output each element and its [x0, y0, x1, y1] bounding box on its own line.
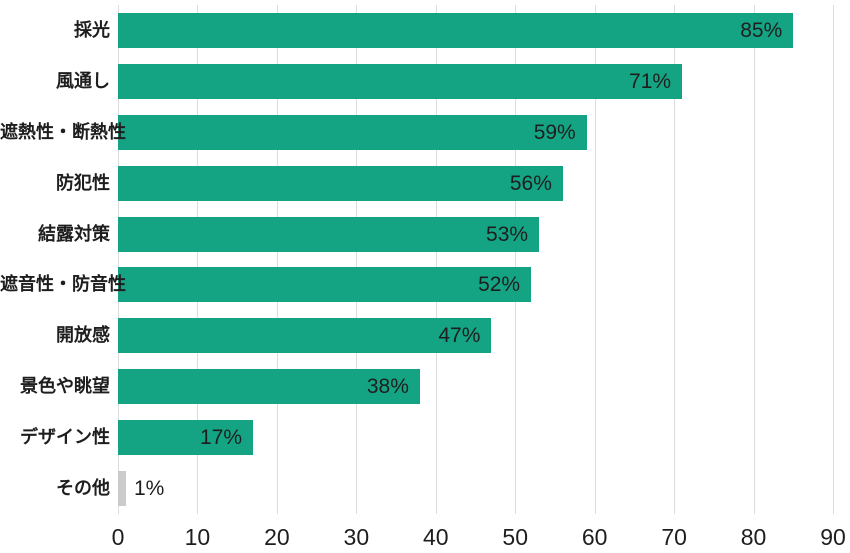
- bar-value-label: 17%: [200, 426, 243, 450]
- bar-9: [118, 420, 254, 456]
- x-axis-tick-label: 0: [111, 524, 125, 550]
- category-label: 防犯性: [56, 172, 110, 193]
- x-axis-tick-label: 50: [502, 524, 529, 550]
- gridline: [276, 5, 278, 514]
- category-label: 風通し: [56, 70, 110, 91]
- bar-4: [118, 165, 563, 201]
- bar-value-label: 38%: [366, 375, 409, 399]
- x-axis-tick-label: 60: [581, 524, 608, 550]
- bar-5: [118, 216, 540, 252]
- gridline: [515, 5, 517, 514]
- bar-value-label: 59%: [533, 120, 576, 144]
- bar-value-label: 53%: [486, 222, 529, 246]
- bar-1: [118, 12, 794, 48]
- category-label: 開放感: [56, 325, 110, 346]
- gridline: [674, 5, 676, 514]
- bar-value-label: 47%: [438, 324, 481, 348]
- gridline: [753, 5, 755, 514]
- category-label: その他: [56, 478, 110, 499]
- bar-10: [118, 471, 126, 507]
- bar-value-label: 85%: [740, 18, 783, 42]
- gridline: [118, 5, 119, 514]
- x-axis-tick-label: 20: [264, 524, 290, 550]
- category-label: 遮音性・防音性: [0, 274, 126, 295]
- category-label: 採光: [74, 19, 110, 40]
- gridline: [435, 5, 437, 514]
- bar-6: [118, 267, 532, 303]
- x-axis-tick-label: 70: [661, 524, 687, 550]
- category-label: 遮熱性・断熱性: [0, 121, 126, 142]
- x-axis-tick-label: 40: [422, 524, 449, 550]
- bar-7: [118, 318, 492, 354]
- x-axis-tick-label: 10: [184, 524, 211, 550]
- bar-8: [118, 369, 420, 405]
- x-axis-tick-label: 30: [343, 524, 370, 550]
- gridline: [833, 5, 834, 514]
- bar-value-label: 1%: [133, 477, 165, 501]
- bar-value-label: 52%: [478, 273, 521, 297]
- bar-3: [118, 114, 587, 150]
- category-label: 結露対策: [38, 223, 110, 244]
- bar-value-label: 71%: [629, 69, 672, 93]
- bar-2: [118, 63, 683, 99]
- x-axis-tick-label: 90: [820, 524, 846, 550]
- gridline: [356, 5, 358, 514]
- bar-value-label: 56%: [509, 171, 552, 195]
- gridline: [197, 5, 199, 514]
- gridline: [594, 5, 596, 514]
- category-label: 景色や眺望: [20, 376, 110, 397]
- x-axis-tick-label: 80: [740, 524, 767, 550]
- category-label: デザイン性: [20, 427, 110, 448]
